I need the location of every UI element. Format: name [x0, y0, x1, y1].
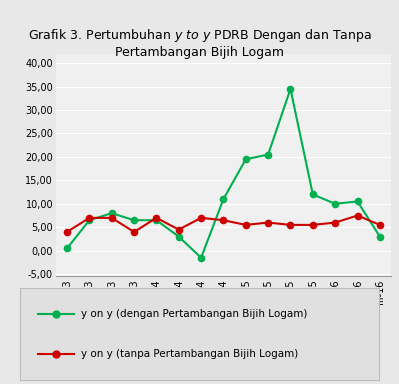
- y on y (tanpa Pertambangan Bijih Logam): [310, 223, 315, 227]
- y on y (tanpa Pertambangan Bijih Logam): [266, 220, 271, 225]
- y on y (dengan Pertambangan Bijih Logam): [132, 218, 136, 222]
- y on y (tanpa Pertambangan Bijih Logam): [176, 227, 181, 232]
- y on y (dengan Pertambangan Bijih Logam): [199, 255, 203, 260]
- y on y (dengan Pertambangan Bijih Logam): [87, 218, 92, 222]
- y on y (dengan Pertambangan Bijih Logam): [65, 246, 69, 251]
- y on y (dengan Pertambangan Bijih Logam): [266, 152, 271, 157]
- y on y (tanpa Pertambangan Bijih Logam): [288, 223, 293, 227]
- y on y (dengan Pertambangan Bijih Logam): [243, 157, 248, 162]
- Line: y on y (dengan Pertambangan Bijih Logam): y on y (dengan Pertambangan Bijih Logam): [64, 86, 383, 261]
- y on y (tanpa Pertambangan Bijih Logam): [221, 218, 226, 222]
- Text: Grafik 3. Pertumbuhan $\it{y\ to\ y}$ PDRB Dengan dan Tanpa
Pertambangan Bijih L: Grafik 3. Pertumbuhan $\it{y\ to\ y}$ PD…: [28, 27, 371, 59]
- y on y (tanpa Pertambangan Bijih Logam): [377, 223, 382, 227]
- y on y (tanpa Pertambangan Bijih Logam): [132, 230, 136, 234]
- Text: y on y (tanpa Pertambangan Bijih Logam): y on y (tanpa Pertambangan Bijih Logam): [81, 349, 298, 359]
- y on y (tanpa Pertambangan Bijih Logam): [109, 215, 114, 220]
- y on y (dengan Pertambangan Bijih Logam): [333, 202, 338, 206]
- y on y (dengan Pertambangan Bijih Logam): [221, 197, 226, 202]
- y on y (dengan Pertambangan Bijih Logam): [154, 218, 159, 222]
- y on y (tanpa Pertambangan Bijih Logam): [154, 215, 159, 220]
- y on y (dengan Pertambangan Bijih Logam): [377, 234, 382, 239]
- y on y (tanpa Pertambangan Bijih Logam): [65, 230, 69, 234]
- y on y (tanpa Pertambangan Bijih Logam): [355, 213, 360, 218]
- y on y (dengan Pertambangan Bijih Logam): [310, 192, 315, 197]
- y on y (tanpa Pertambangan Bijih Logam): [333, 220, 338, 225]
- y on y (dengan Pertambangan Bijih Logam): [355, 199, 360, 204]
- Text: y on y (dengan Pertambangan Bijih Logam): y on y (dengan Pertambangan Bijih Logam): [81, 309, 307, 319]
- y on y (dengan Pertambangan Bijih Logam): [288, 87, 293, 91]
- y on y (tanpa Pertambangan Bijih Logam): [87, 215, 92, 220]
- y on y (dengan Pertambangan Bijih Logam): [109, 211, 114, 215]
- y on y (tanpa Pertambangan Bijih Logam): [243, 223, 248, 227]
- y on y (tanpa Pertambangan Bijih Logam): [199, 215, 203, 220]
- y on y (dengan Pertambangan Bijih Logam): [176, 234, 181, 239]
- Line: y on y (tanpa Pertambangan Bijih Logam): y on y (tanpa Pertambangan Bijih Logam): [64, 212, 383, 235]
